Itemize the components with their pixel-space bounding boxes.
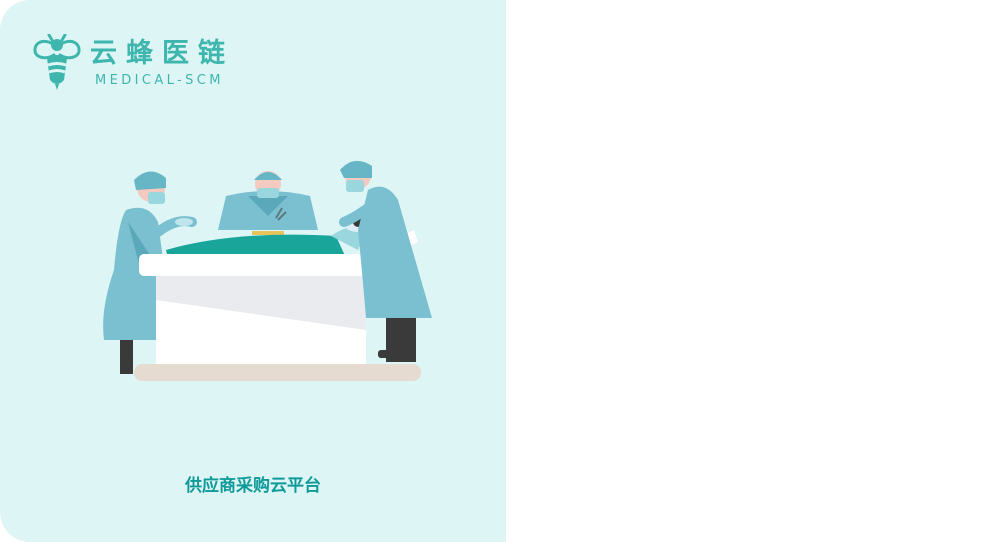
brand-name: 云蜂医链 (90, 38, 234, 69)
surgery-team-icon (103, 160, 432, 381)
platform-tagline: 供应商采购云平台 (185, 476, 321, 496)
brand-panel: 云蜂医链 MEDICAL-SCM (0, 0, 506, 542)
center-doctor (218, 171, 318, 235)
brand-subtitle: MEDICAL-SCM (95, 73, 224, 88)
content-panel (506, 0, 1000, 542)
bee-icon (33, 34, 81, 90)
right-doctor (339, 160, 432, 362)
logo: 云蜂医链 MEDICAL-SCM (32, 34, 262, 94)
